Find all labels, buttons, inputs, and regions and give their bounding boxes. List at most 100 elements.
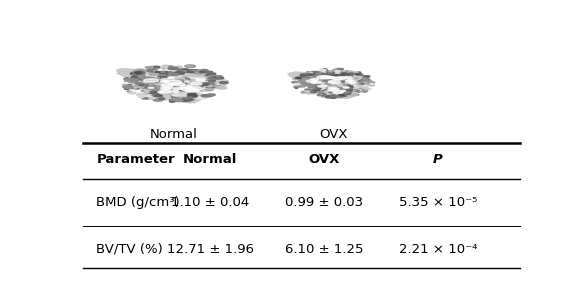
Circle shape: [159, 98, 165, 99]
Text: BMD (g/cm³): BMD (g/cm³): [96, 196, 180, 209]
Circle shape: [198, 83, 205, 85]
Circle shape: [188, 93, 196, 95]
Circle shape: [150, 76, 154, 77]
Circle shape: [180, 100, 188, 102]
Circle shape: [303, 82, 306, 83]
Circle shape: [319, 81, 325, 82]
Circle shape: [197, 79, 207, 82]
Circle shape: [181, 80, 189, 82]
Circle shape: [301, 83, 308, 84]
Circle shape: [363, 77, 366, 78]
Circle shape: [325, 83, 331, 84]
Circle shape: [298, 85, 306, 87]
Circle shape: [326, 79, 329, 80]
Circle shape: [131, 78, 140, 80]
Circle shape: [180, 93, 190, 95]
Circle shape: [325, 75, 333, 77]
Circle shape: [176, 85, 179, 86]
Circle shape: [126, 79, 135, 81]
Circle shape: [149, 83, 156, 85]
Circle shape: [317, 76, 329, 78]
Circle shape: [335, 78, 341, 80]
Circle shape: [211, 82, 220, 84]
Circle shape: [144, 77, 155, 80]
Circle shape: [326, 97, 330, 98]
Circle shape: [198, 70, 205, 72]
Circle shape: [181, 71, 186, 72]
Circle shape: [185, 89, 199, 92]
Circle shape: [173, 72, 182, 74]
Circle shape: [187, 95, 192, 97]
Circle shape: [359, 81, 365, 82]
Circle shape: [309, 73, 315, 75]
Circle shape: [343, 95, 348, 96]
Circle shape: [352, 87, 359, 88]
Circle shape: [306, 74, 309, 75]
Circle shape: [315, 89, 319, 90]
Circle shape: [164, 92, 173, 94]
Circle shape: [213, 84, 220, 86]
Circle shape: [312, 84, 316, 85]
Circle shape: [335, 75, 340, 76]
Circle shape: [346, 82, 352, 83]
Circle shape: [345, 89, 350, 90]
Text: OVX: OVX: [309, 153, 340, 166]
Circle shape: [156, 89, 165, 91]
Circle shape: [161, 76, 167, 77]
Circle shape: [191, 89, 196, 90]
Circle shape: [194, 70, 205, 72]
Circle shape: [193, 74, 197, 75]
Circle shape: [185, 85, 193, 87]
Circle shape: [213, 78, 218, 79]
Circle shape: [146, 87, 155, 89]
Circle shape: [325, 78, 331, 80]
Circle shape: [312, 86, 319, 88]
Circle shape: [345, 78, 348, 79]
Circle shape: [126, 79, 132, 81]
Circle shape: [179, 72, 183, 73]
Circle shape: [365, 76, 370, 77]
Circle shape: [339, 88, 346, 89]
Circle shape: [343, 92, 349, 94]
Circle shape: [150, 74, 155, 75]
Circle shape: [329, 82, 335, 83]
Circle shape: [352, 85, 356, 86]
Circle shape: [301, 81, 305, 82]
Circle shape: [316, 78, 322, 79]
Circle shape: [322, 73, 328, 75]
Circle shape: [143, 79, 158, 82]
Circle shape: [133, 76, 141, 77]
Circle shape: [181, 95, 191, 97]
Circle shape: [158, 75, 169, 78]
Circle shape: [359, 81, 365, 82]
Circle shape: [130, 87, 141, 90]
Circle shape: [178, 94, 181, 95]
Circle shape: [201, 83, 209, 85]
Circle shape: [344, 74, 348, 75]
Circle shape: [218, 80, 228, 82]
Circle shape: [311, 75, 318, 76]
Circle shape: [325, 81, 329, 82]
Circle shape: [168, 67, 178, 70]
Circle shape: [193, 75, 199, 76]
Circle shape: [159, 89, 167, 91]
Circle shape: [316, 72, 323, 73]
Circle shape: [313, 72, 320, 74]
Circle shape: [166, 85, 174, 87]
Circle shape: [326, 75, 333, 77]
Circle shape: [125, 79, 133, 81]
Circle shape: [156, 86, 160, 87]
Circle shape: [370, 83, 374, 84]
Circle shape: [305, 75, 309, 76]
Circle shape: [308, 74, 313, 75]
Circle shape: [345, 72, 353, 74]
Circle shape: [182, 88, 192, 91]
Circle shape: [308, 85, 314, 86]
Circle shape: [330, 96, 337, 97]
Circle shape: [129, 81, 137, 82]
Circle shape: [329, 92, 333, 93]
Circle shape: [193, 86, 199, 88]
Circle shape: [343, 87, 349, 88]
Circle shape: [308, 84, 315, 85]
Circle shape: [336, 88, 342, 89]
